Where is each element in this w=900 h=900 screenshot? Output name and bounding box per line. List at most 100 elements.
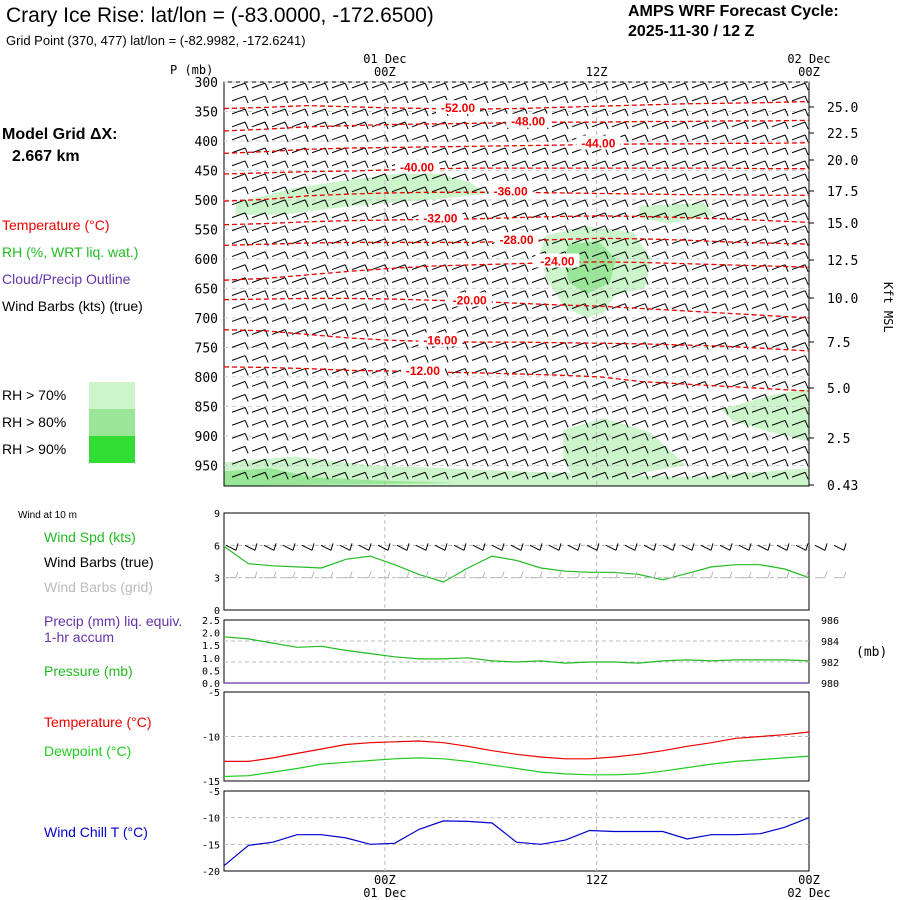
wind-barb-feather xyxy=(344,316,349,324)
wind-barb-shaft xyxy=(491,147,506,154)
wind-barb-shaft xyxy=(771,121,786,128)
wind-barb-shaft xyxy=(571,290,586,296)
wind-barb-feather xyxy=(364,160,369,169)
wind-barb-feather xyxy=(484,251,489,259)
wind-barb-feather xyxy=(424,277,429,285)
wind-barb-shaft xyxy=(471,471,486,478)
wind-barb-shaft xyxy=(531,303,546,309)
wind-barb-feather xyxy=(784,420,789,428)
wind-barb-feather xyxy=(324,368,329,376)
wind-barb-shaft xyxy=(651,186,666,193)
wind-barb-shaft xyxy=(231,264,246,271)
wind-barb-shaft xyxy=(651,173,666,180)
wind-barb-feather xyxy=(804,225,809,234)
wind-barb-shaft xyxy=(351,212,366,219)
wind-barb-shaft xyxy=(391,277,406,283)
wind-barb-feather xyxy=(584,264,589,272)
wind-barb-feather xyxy=(784,342,789,350)
wind-barb-feather xyxy=(444,160,449,169)
wind-barb-feather xyxy=(684,433,689,441)
wind-barb-feather xyxy=(664,95,669,104)
wind-barb-shaft xyxy=(271,329,286,335)
wind-barb-shaft xyxy=(411,251,426,258)
wind-barb-shaft xyxy=(411,277,426,283)
wind-barb-shaft xyxy=(491,251,506,258)
wind-barb-shaft xyxy=(531,173,546,180)
wind-barb-shaft xyxy=(311,303,326,309)
wind-barb-feather xyxy=(764,121,769,130)
wind-barb-shaft xyxy=(571,225,586,232)
wind-barb-shaft xyxy=(451,134,466,141)
wind-barb-shaft xyxy=(631,238,646,245)
legend-wind-barbs: Wind Barbs (kts) (true) xyxy=(2,298,143,314)
wind-barb-feather xyxy=(744,407,749,415)
wind-barb-shaft xyxy=(511,212,526,219)
wind-barb-feather xyxy=(804,95,809,104)
wind-barb-shaft xyxy=(791,238,806,245)
sfc-wind-barb-true xyxy=(643,544,655,551)
rh-bin-70-label: RH > 70% xyxy=(2,387,67,403)
wind-barb-shaft xyxy=(751,160,766,167)
wind-barb-shaft xyxy=(351,251,366,258)
wind-barb-shaft xyxy=(671,173,686,180)
wind-panel-frame xyxy=(223,512,810,611)
sfc-wind-barb-true-feather xyxy=(520,543,524,551)
wind-barb-shaft xyxy=(731,95,746,102)
wind-barb-shaft xyxy=(751,225,766,232)
wind-barb-feather xyxy=(424,394,429,402)
wind-barb-feather xyxy=(584,407,589,415)
wind-barb-shaft xyxy=(591,458,606,465)
wind-barb-shaft xyxy=(351,82,366,89)
wind-barb-feather xyxy=(484,407,489,415)
wind-barb-feather xyxy=(484,355,489,363)
wind-barb-feather xyxy=(404,407,409,415)
wind-barb-feather xyxy=(364,342,369,350)
wind-barb-shaft xyxy=(611,199,626,206)
wind-barb-feather xyxy=(644,212,649,221)
wind-barb-feather xyxy=(584,355,589,363)
isotherm-label-bg xyxy=(418,210,463,225)
wind-barb-feather xyxy=(484,108,489,117)
page-title: Crary Ice Rise: lat/lon = (-83.0000, -17… xyxy=(6,4,434,27)
wind-barb-shaft xyxy=(491,458,506,465)
wind-barb-feather xyxy=(664,433,669,441)
wind-barb-shaft xyxy=(651,458,666,465)
wind-barb-shaft xyxy=(551,419,566,426)
wind-barb-feather xyxy=(464,342,469,350)
wind-barb-shaft xyxy=(531,394,546,400)
wind-barb-feather xyxy=(624,459,629,467)
wind-barb-feather xyxy=(564,121,569,130)
wind-barb-feather xyxy=(564,95,569,104)
isotherm-label: -36.00 xyxy=(494,184,528,198)
wind-barb-feather xyxy=(684,290,689,298)
wind-barb-feather xyxy=(324,446,329,454)
wind-barb-feather xyxy=(424,290,429,298)
wind-barb-shaft xyxy=(331,342,346,348)
wind-barb-shaft xyxy=(751,432,766,439)
wind-barb-shaft xyxy=(411,419,426,426)
wind-barb-shaft xyxy=(251,303,266,309)
wind-barb-shaft xyxy=(751,329,766,335)
wind-barb-feather xyxy=(744,82,749,91)
wind-barb-shaft xyxy=(631,290,646,296)
wind-barb-feather xyxy=(344,394,349,402)
wind-barb-feather xyxy=(804,290,809,298)
wind-barb-shaft xyxy=(691,303,706,309)
wind-barb-shaft xyxy=(451,173,466,180)
wind-barb-feather xyxy=(244,381,249,389)
wind-barb-feather xyxy=(324,342,329,350)
wind-barb-shaft xyxy=(571,394,586,400)
wind-barb-feather xyxy=(564,108,569,117)
wind-barb-feather xyxy=(784,121,789,130)
wind-barb-shaft xyxy=(771,458,786,465)
wind-barb-shaft xyxy=(591,419,606,426)
wind-barb-shaft xyxy=(531,368,546,374)
top-date-label: 01 Dec xyxy=(363,52,406,66)
wind-barb-feather xyxy=(664,420,669,428)
wind-barb-feather xyxy=(644,277,649,285)
wind-barb-shaft xyxy=(411,147,426,154)
wind-barb-feather xyxy=(324,394,329,402)
wind-barb-shaft xyxy=(651,329,666,335)
wind-barb-feather xyxy=(784,394,789,402)
sfc-wind-barb-true xyxy=(301,544,313,551)
